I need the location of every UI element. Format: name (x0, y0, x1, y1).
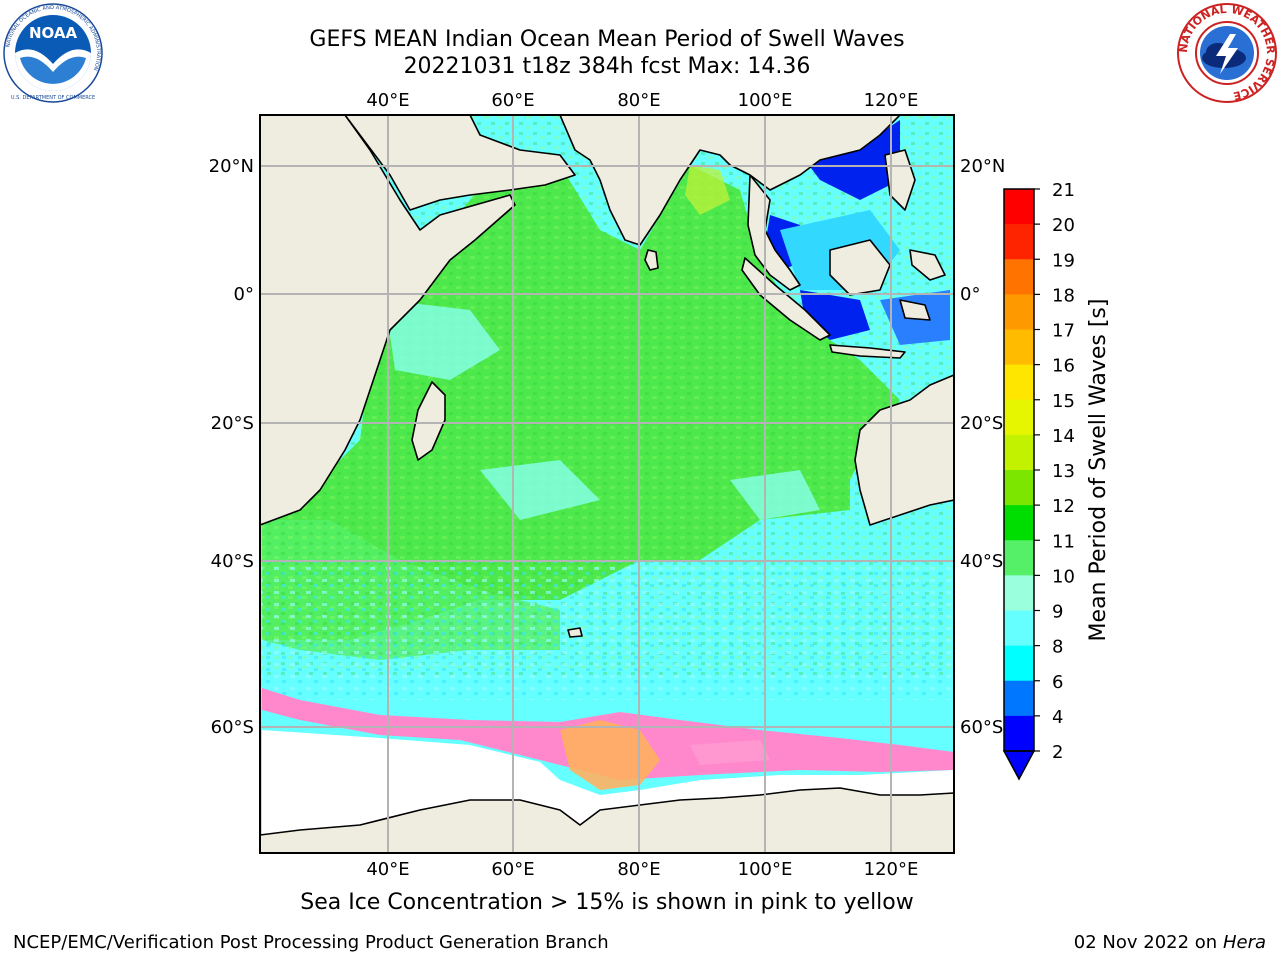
lon-label-top: 40°E (366, 90, 409, 111)
colorbar-extend-triangle (1002, 750, 1036, 781)
lon-label-top: 120°E (864, 90, 919, 111)
map-area (260, 115, 954, 853)
lat-label-right: 60°S (960, 717, 1003, 738)
lat-label-right: 0° (960, 284, 980, 305)
colorbar-segment (1004, 470, 1034, 506)
lat-label-right: 20°S (960, 413, 1003, 434)
colorbar-segment (1004, 399, 1034, 436)
colorbar-segment (1004, 434, 1034, 471)
lat-label-right: 20°N (960, 156, 1005, 177)
colorbar-segment (1004, 294, 1034, 330)
colorbar-tick-label: 16 (1052, 356, 1075, 377)
colorbar-segment (1004, 329, 1034, 366)
colorbar-segment (1004, 715, 1034, 752)
colorbar-tick-label: 2 (1052, 742, 1063, 763)
date-value: 02 Nov 2022 on (1073, 932, 1218, 953)
colorbar-segment (1004, 645, 1034, 682)
colorbar-tick-label: 10 (1052, 566, 1075, 587)
chart-subtitle: 20221031 t18z 384h fcst Max: 14.36 (403, 54, 811, 79)
map-frame (259, 114, 955, 854)
ocean-cyan-patch (480, 460, 600, 520)
land-islands (899, 299, 931, 321)
land-antarctica (260, 787, 954, 853)
land-borneo (829, 239, 891, 296)
colorbar: 21 20 19 18 17 16 15 14 13 12 11 10 9 8 6 4 2 (1002, 180, 1075, 781)
colorbar-segment (1004, 364, 1034, 401)
land-java (829, 344, 906, 359)
ocean-blue-indonesia (805, 120, 900, 200)
lon-label-bottom: 120°E (864, 859, 919, 880)
colorbar-tick-label: 21 (1052, 180, 1075, 201)
colorbar-segment (1004, 680, 1034, 717)
chart-title: GEFS MEAN Indian Ocean Mean Period of Sw… (309, 27, 905, 52)
noaa-logo-text: NOAA (29, 24, 78, 42)
colorbar-tick-label: 17 (1052, 321, 1075, 342)
colorbar-tick-label: 4 (1052, 707, 1063, 728)
sea-ice-warm (690, 740, 770, 765)
colorbar-tick-label: 9 (1052, 602, 1063, 623)
sea-ice-caption: Sea Ice Concentration > 15% is shown in … (300, 890, 914, 915)
gridlines (260, 115, 954, 853)
noaa-logo: NOAA NATIONAL OCEANIC AND ATMOSPHERIC AD… (3, 3, 103, 103)
sea-ice-warm (560, 720, 660, 790)
land-arabia (344, 115, 576, 211)
host-name: Hera (1222, 932, 1266, 953)
lat-label-left: 40°S (211, 551, 254, 572)
colorbar-label: Mean Period of Swell Waves [s] (1086, 299, 1111, 642)
lon-label-bottom: 40°E (366, 859, 409, 880)
date-text: 02 Nov 2022 on Hera (1074, 932, 1266, 953)
ocean-cyan-patch (730, 470, 820, 520)
colorbar-tick-label: 14 (1052, 426, 1075, 447)
land-malay (747, 174, 801, 291)
colorbar-tick-label: 15 (1052, 391, 1075, 412)
colorbar-tick-label: 13 (1052, 461, 1075, 482)
lon-label-top: 60°E (491, 90, 534, 111)
colorbar-tick-label: 20 (1052, 215, 1075, 236)
lat-label-left: 0° (234, 284, 254, 305)
lat-label-left: 60°S (211, 717, 254, 738)
lon-label-top: 80°E (617, 90, 660, 111)
nws-logo: NATIONAL WEATHER SERVICE (1177, 3, 1277, 103)
colorbar-tick-label: 19 (1052, 250, 1075, 271)
colorbar-segment (1004, 610, 1034, 647)
lat-label-left: 20°N (209, 156, 254, 177)
colorbar-segment (1004, 224, 1034, 260)
land-islands (909, 249, 946, 281)
lon-label-bottom: 100°E (738, 859, 793, 880)
lon-label-bottom: 80°E (617, 859, 660, 880)
lat-label-right: 40°S (960, 551, 1003, 572)
land-australia (854, 374, 954, 526)
noaa-bottom-text: U.S. DEPARTMENT OF COMMERCE (11, 95, 95, 101)
colorbar-segment (1004, 540, 1034, 576)
land-sri-lanka (644, 249, 659, 271)
colorbar-tick-label: 12 (1052, 496, 1075, 517)
colorbar-segment (1004, 259, 1034, 295)
credit-text: NCEP/EMC/Verification Post Processing Pr… (13, 932, 609, 953)
lon-label-bottom: 60°E (491, 859, 534, 880)
colorbar-segment (1004, 505, 1034, 541)
colorbar-tick-label: 8 (1052, 637, 1063, 658)
land-kerguelen (567, 627, 583, 638)
colorbar-segment (1004, 575, 1034, 611)
colorbar-tick-label: 18 (1052, 285, 1075, 306)
ocean-yellow-patch (685, 165, 730, 215)
lat-label-left: 20°S (211, 413, 254, 434)
lon-label-top: 100°E (738, 90, 793, 111)
land-asia (559, 115, 901, 246)
ocean-cyan-patch (385, 300, 500, 380)
land-madagascar (411, 381, 446, 461)
colorbar-tick-label: 6 (1052, 672, 1063, 693)
colorbar-segment (1004, 189, 1034, 225)
colorbar-tick-label: 11 (1052, 531, 1075, 552)
